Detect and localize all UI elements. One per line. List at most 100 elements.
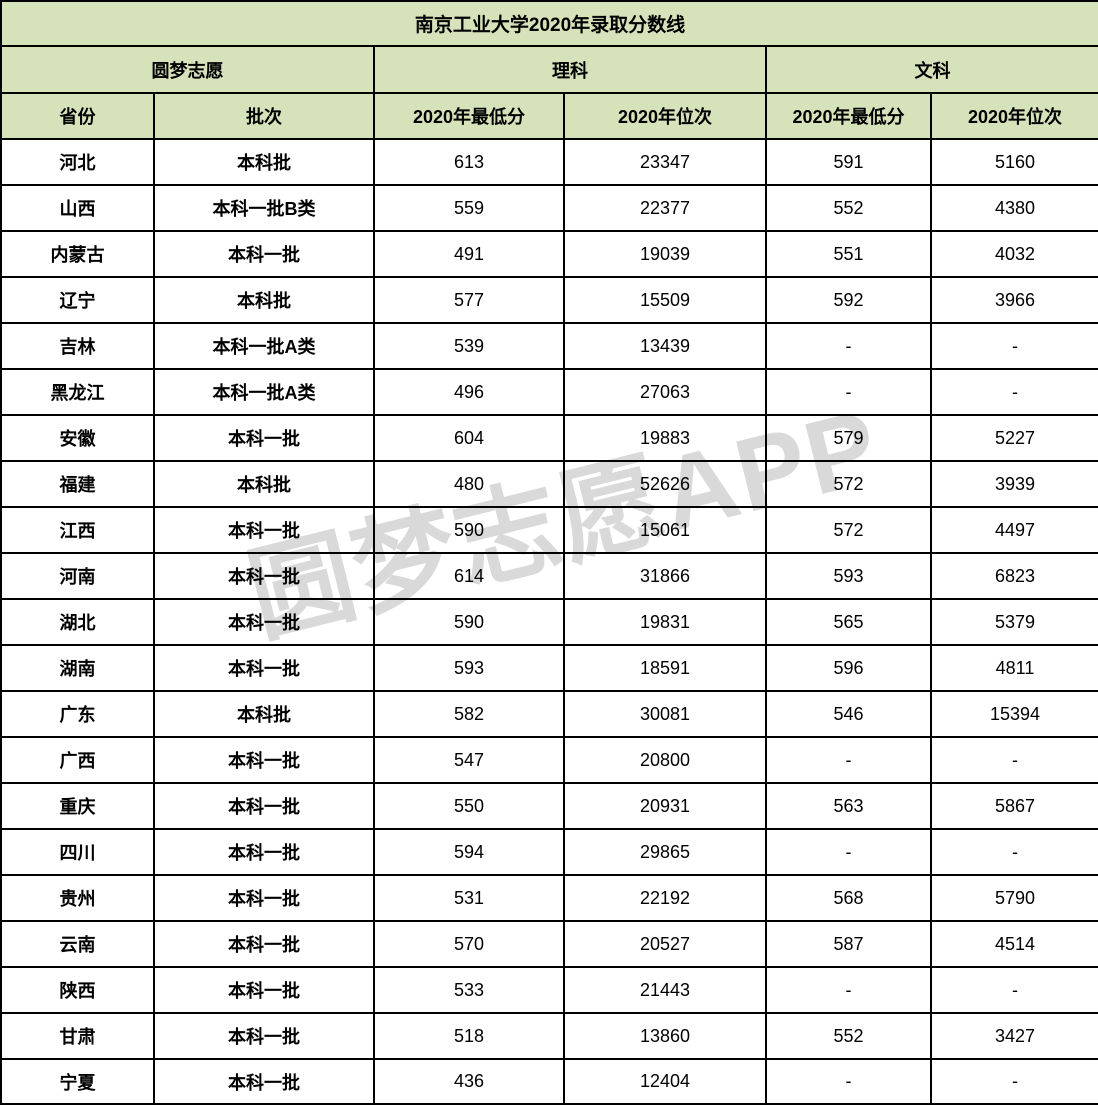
table-row: 四川 本科一批 594 29865- - xyxy=(0,828,1098,876)
arts-min-score-cell: 592 xyxy=(765,276,932,324)
arts-rank-cell: 4380 xyxy=(929,184,1098,232)
science-min-score-cell: 518 xyxy=(373,1012,565,1060)
header-arts-rank: 2020年位次 xyxy=(929,92,1098,140)
batch-cell: 本科批 xyxy=(153,460,375,508)
province-cell: 甘肃 xyxy=(0,1012,155,1060)
science-min-score-cell: 582 xyxy=(373,690,565,738)
table-row: 河北 本科批 613 23347 591 5160 xyxy=(0,138,1098,186)
arts-min-score-cell: 596 xyxy=(765,644,932,692)
table-row: 湖北 本科一批 590 19831 565 5379 xyxy=(0,598,1098,646)
science-min-score-cell: 577 xyxy=(373,276,565,324)
batch-cell: 本科一批 xyxy=(153,1058,375,1105)
science-rank-cell: 23347 xyxy=(563,138,767,186)
table-row: 福建 本科批 480 52626 572 3939 xyxy=(0,460,1098,508)
batch-cell: 本科一批 xyxy=(153,414,375,462)
arts-rank-cell: 4497 xyxy=(929,506,1098,554)
science-min-score-cell: 531 xyxy=(373,874,565,922)
table-row: 辽宁 本科批 577 15509 592 3966 xyxy=(0,276,1098,324)
science-rank-cell: 30081 xyxy=(563,690,767,738)
science-group-label: 理科 xyxy=(373,45,767,94)
table-row: 吉林 本科一批A类 539 13439- - xyxy=(0,322,1098,370)
science-rank-cell: 20800 xyxy=(563,736,767,784)
batch-cell: 本科批 xyxy=(153,690,375,738)
arts-group-label: 文科 xyxy=(764,45,1098,94)
arts-min-score-cell: 551 xyxy=(765,230,932,278)
arts-min-score-cell: - xyxy=(765,736,932,784)
table-row: 甘肃 本科一批 518 13860 552 3427 xyxy=(0,1012,1098,1060)
science-rank-cell: 15509 xyxy=(563,276,767,324)
arts-rank-cell: - xyxy=(929,322,1098,370)
province-cell: 云南 xyxy=(0,920,155,968)
science-rank-cell: 22192 xyxy=(563,874,767,922)
province-cell: 湖北 xyxy=(0,598,155,646)
province-cell: 四川 xyxy=(0,828,155,876)
science-rank-cell: 15061 xyxy=(563,506,767,554)
province-cell: 江西 xyxy=(0,506,155,554)
table-row: 陕西 本科一批 533 21443- - xyxy=(0,966,1098,1014)
table-body: 河北 本科批 613 23347 591 5160 山西 本科一批B类 559 22377 552 4… xyxy=(0,138,1098,1105)
arts-min-score-cell: 552 xyxy=(765,1012,932,1060)
arts-min-score-cell: - xyxy=(765,966,932,1014)
batch-cell: 本科批 xyxy=(153,276,375,324)
table-row: 湖南 本科一批 593 18591 596 4811 xyxy=(0,644,1098,692)
science-rank-cell: 19831 xyxy=(563,598,767,646)
province-cell: 山西 xyxy=(0,184,155,232)
batch-cell: 本科一批B类 xyxy=(153,184,375,232)
table-row: 宁夏 本科一批 436 12404- - xyxy=(0,1058,1098,1105)
science-min-score-cell: 547 xyxy=(373,736,565,784)
header-science-rank: 2020年位次 xyxy=(563,92,767,140)
province-cell: 辽宁 xyxy=(0,276,155,324)
science-min-score-cell: 614 xyxy=(373,552,565,600)
header-arts-min-score: 2020年最低分 xyxy=(765,92,932,140)
science-rank-cell: 20527 xyxy=(563,920,767,968)
table-row: 重庆 本科一批 550 20931 563 5867 xyxy=(0,782,1098,830)
arts-rank-cell: 6823 xyxy=(929,552,1098,600)
arts-min-score-cell: 572 xyxy=(765,460,932,508)
table-group-row: 圆梦志愿 理科 文科 xyxy=(0,45,1098,94)
arts-rank-cell: - xyxy=(929,736,1098,784)
science-min-score-cell: 491 xyxy=(373,230,565,278)
batch-cell: 本科一批A类 xyxy=(153,368,375,416)
science-min-score-cell: 613 xyxy=(373,138,565,186)
science-rank-cell: 13439 xyxy=(563,322,767,370)
header-science-min-score: 2020年最低分 xyxy=(373,92,565,140)
arts-min-score-cell: 593 xyxy=(765,552,932,600)
table-title-row: 南京工业大学2020年录取分数线 xyxy=(0,0,1098,47)
arts-min-score-cell: - xyxy=(765,1058,932,1105)
science-rank-cell: 19039 xyxy=(563,230,767,278)
science-rank-cell: 52626 xyxy=(563,460,767,508)
arts-rank-cell: 15394 xyxy=(929,690,1098,738)
province-cell: 广西 xyxy=(0,736,155,784)
science-rank-cell: 29865 xyxy=(563,828,767,876)
arts-rank-cell: 4032 xyxy=(929,230,1098,278)
arts-min-score-cell: 568 xyxy=(765,874,932,922)
arts-min-score-cell: 546 xyxy=(765,690,932,738)
province-cell: 河北 xyxy=(0,138,155,186)
arts-rank-cell: 5790 xyxy=(929,874,1098,922)
table-row: 广东 本科批 582 30081 546 15394 xyxy=(0,690,1098,738)
batch-cell: 本科一批A类 xyxy=(153,322,375,370)
arts-min-score-cell: 587 xyxy=(765,920,932,968)
batch-cell: 本科一批 xyxy=(153,1012,375,1060)
arts-rank-cell: - xyxy=(929,1058,1098,1105)
province-cell: 宁夏 xyxy=(0,1058,155,1105)
arts-rank-cell: 5160 xyxy=(929,138,1098,186)
science-rank-cell: 12404 xyxy=(563,1058,767,1105)
arts-rank-cell: 5379 xyxy=(929,598,1098,646)
province-cell: 重庆 xyxy=(0,782,155,830)
table-row: 云南 本科一批 570 20527 587 4514 xyxy=(0,920,1098,968)
arts-min-score-cell: - xyxy=(765,828,932,876)
table-row: 山西 本科一批B类 559 22377 552 4380 xyxy=(0,184,1098,232)
province-cell: 湖南 xyxy=(0,644,155,692)
science-min-score-cell: 604 xyxy=(373,414,565,462)
science-min-score-cell: 480 xyxy=(373,460,565,508)
science-rank-cell: 31866 xyxy=(563,552,767,600)
table-row: 贵州 本科一批 531 22192 568 5790 xyxy=(0,874,1098,922)
province-cell: 内蒙古 xyxy=(0,230,155,278)
table-row: 广西 本科一批 547 20800- - xyxy=(0,736,1098,784)
arts-rank-cell: 4514 xyxy=(929,920,1098,968)
science-rank-cell: 18591 xyxy=(563,644,767,692)
province-cell: 陕西 xyxy=(0,966,155,1014)
arts-min-score-cell: 572 xyxy=(765,506,932,554)
